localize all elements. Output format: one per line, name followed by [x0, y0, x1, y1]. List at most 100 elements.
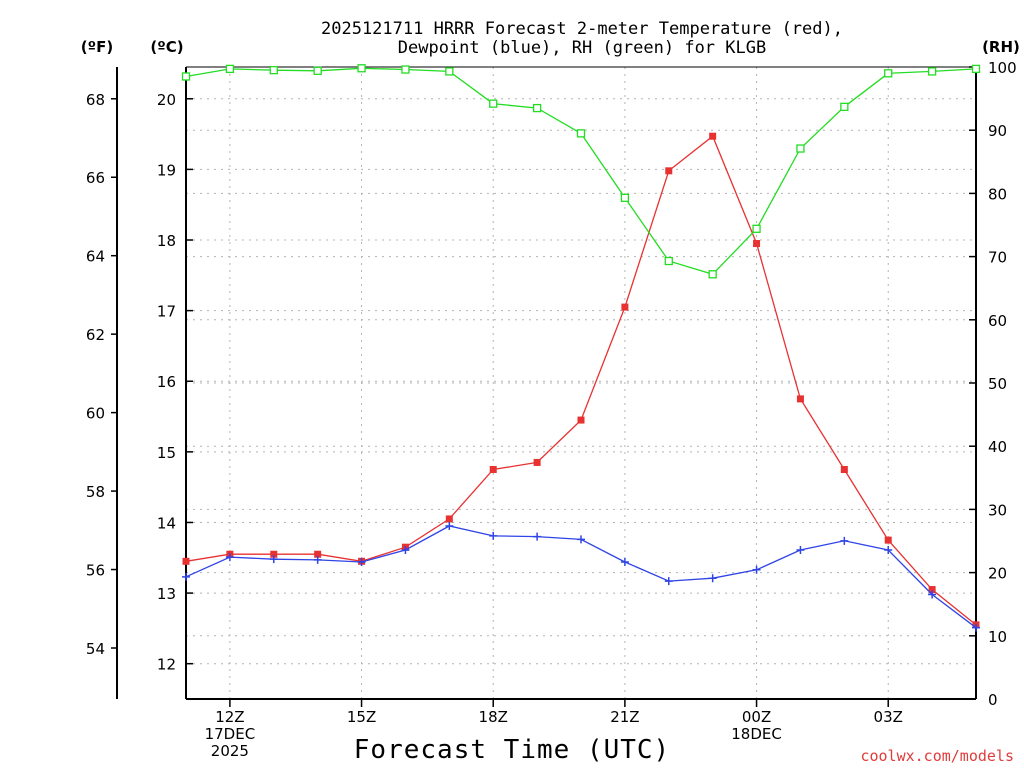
rh-point — [181, 72, 191, 81]
dewpoint-point — [577, 535, 585, 544]
celsius-tick-label: 15 — [157, 444, 176, 462]
rh-unit-label: (RH) — [982, 38, 1020, 56]
celsius-unit-label: (ºC) — [150, 38, 183, 56]
temperature-point — [928, 586, 936, 594]
fahrenheit-tick-label: 54 — [86, 640, 105, 658]
celsius-tick-label: 19 — [157, 161, 176, 179]
rh-point — [620, 193, 630, 202]
x-tick-label: 21Z — [610, 708, 639, 726]
temperature-point — [796, 395, 804, 403]
rh-line — [185, 67, 977, 276]
rh-tick-label: 0 — [988, 691, 998, 709]
x-tick-label: 15Z — [347, 708, 376, 726]
temperature-point — [314, 550, 322, 558]
x-tick-label: 00Z — [742, 708, 771, 726]
rh-tick-label: 40 — [988, 438, 1007, 456]
rh-point — [445, 67, 454, 76]
temperature-point — [884, 536, 892, 544]
rh-tick-label: 100 — [988, 59, 1017, 77]
celsius-tick-label: 14 — [157, 514, 176, 532]
temperature-point — [665, 167, 673, 175]
rh-point — [225, 64, 235, 74]
temperature-point — [182, 557, 190, 565]
celsius-tick-label: 16 — [157, 373, 176, 391]
credit-link[interactable]: coolwx.com/models — [860, 747, 1014, 765]
rh-point — [401, 65, 410, 74]
rh-tick-label: 50 — [988, 375, 1007, 393]
temperature-point — [270, 550, 278, 558]
fahrenheit-tick-label: 56 — [86, 562, 105, 580]
fahrenheit-tick-label: 58 — [86, 483, 105, 501]
temperature-point — [840, 466, 848, 474]
rh-point — [313, 66, 322, 75]
rh-point — [884, 69, 893, 78]
dewpoint-point — [928, 590, 937, 599]
dewpoint-point — [401, 546, 410, 555]
dewpoint-point — [840, 536, 849, 545]
dewpoint-point — [445, 521, 454, 530]
rh-tick-label: 10 — [988, 628, 1007, 646]
rh-point — [489, 99, 498, 108]
celsius-tick-label: 17 — [157, 303, 176, 321]
fahrenheit-tick-label: 62 — [86, 326, 105, 344]
dewpoint-point — [752, 565, 761, 574]
dewpoint-point — [225, 553, 234, 562]
rh-point — [840, 102, 849, 111]
dewpoint-point — [796, 546, 805, 555]
axes — [111, 66, 977, 707]
dewpoint-point — [884, 546, 893, 555]
rh-point — [532, 103, 542, 113]
temperature-point — [577, 416, 585, 424]
rh-tick-label: 80 — [988, 185, 1007, 203]
dewpoint-point — [489, 531, 498, 540]
dewpoint-point — [664, 577, 673, 586]
dewpoint-point — [182, 572, 190, 581]
celsius-tick-label: 18 — [157, 232, 176, 250]
dewpoint-point — [313, 555, 322, 564]
rh-tick-label: 90 — [988, 122, 1007, 140]
rh-point — [664, 256, 673, 266]
rh-point — [927, 67, 937, 76]
celsius-tick-label: 13 — [157, 585, 176, 603]
dewpoint-point — [269, 555, 278, 564]
rh-tick-label: 70 — [988, 249, 1007, 267]
temperature-point — [753, 240, 761, 248]
rh-tick-label: 20 — [988, 565, 1007, 583]
temperature-point — [489, 466, 497, 474]
dewpoint-point — [708, 574, 717, 583]
x-tick-label: 03Z — [874, 708, 903, 726]
dewpoint-series — [182, 521, 980, 632]
dewpoint-point — [533, 532, 542, 541]
x-tick-label: 17DEC — [205, 725, 256, 743]
rh-point — [971, 64, 981, 74]
temperature-series — [182, 132, 980, 629]
rh-point — [752, 224, 761, 233]
x-tick-label: 18Z — [479, 708, 508, 726]
chart-title: 2025121711 HRRR Forecast 2-meter Tempera… — [321, 19, 843, 39]
chart-subtitle: Dewpoint (blue), RH (green) for KLGB — [398, 38, 766, 58]
rh-tick-label: 30 — [988, 501, 1007, 519]
rh-point — [357, 64, 366, 73]
dewpoint-point — [620, 558, 629, 567]
x-axis-title: Forecast Time (UTC) — [354, 735, 670, 765]
dewpoint-point — [357, 558, 366, 567]
fahrenheit-tick-label: 64 — [86, 248, 105, 266]
rh-tick-label: 60 — [988, 312, 1007, 330]
temperature-line — [185, 135, 977, 626]
celsius-tick-label: 12 — [157, 656, 176, 674]
data-series — [181, 64, 981, 632]
x-tick-label: 12Z — [215, 708, 244, 726]
x-tick-label: 2025 — [211, 742, 249, 760]
temperature-point — [709, 132, 717, 140]
fahrenheit-tick-label: 68 — [86, 91, 105, 109]
rh-point — [576, 129, 586, 138]
dewpoint-point — [972, 623, 980, 632]
temperature-point — [445, 515, 453, 523]
celsius-tick-label: 20 — [157, 91, 176, 109]
rh-point — [708, 270, 717, 279]
rh-series — [181, 64, 981, 279]
fahrenheit-tick-label: 66 — [86, 169, 105, 187]
grid-lines — [186, 67, 976, 699]
